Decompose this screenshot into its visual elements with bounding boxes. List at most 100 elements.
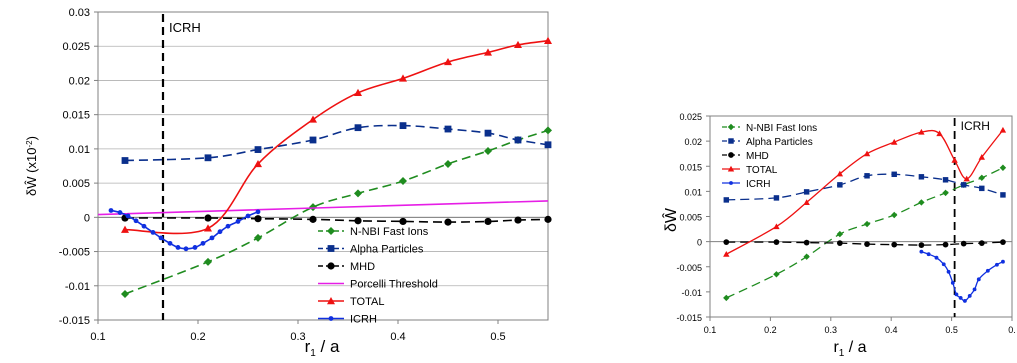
left-legend: N-NBI Fast Ions Alpha Particles MHD Porcell… [318, 226, 438, 326]
data-point-n-nbi-fast-ions [723, 294, 730, 302]
data-point-n-nbi-fast-ions [978, 174, 985, 182]
data-point-n-nbi-fast-ions [773, 271, 780, 278]
legend-marker-n-nbi-fast-ions [727, 123, 735, 131]
data-point-icrh [217, 229, 223, 235]
data-point-icrh [985, 268, 990, 273]
y-tick-label: 0 [697, 238, 702, 248]
y-tick-label: 0.025 [679, 112, 702, 122]
y-tick-label: 0.005 [62, 178, 90, 190]
data-point-icrh [245, 213, 251, 219]
data-point-mhd [399, 217, 407, 226]
right-x-axis-label: r1 / a [833, 339, 866, 358]
data-point-mhd [918, 242, 925, 249]
data-point-icrh [972, 287, 977, 292]
data-point-alpha-particles [891, 171, 897, 178]
series-total [723, 126, 1007, 257]
series-icrh [108, 208, 261, 252]
legend-label-porcelli-threshold: Porcelli Threshold [350, 279, 438, 291]
data-point-mhd [254, 215, 262, 223]
data-point-mhd [354, 217, 362, 225]
data-point-total [951, 157, 958, 163]
data-point-total [723, 250, 730, 257]
data-point-icrh [235, 219, 241, 224]
data-point-total [999, 126, 1007, 133]
data-point-icrh [158, 235, 164, 241]
data-point-alpha-particles [979, 185, 985, 192]
data-point-icrh [994, 262, 999, 267]
series-line-porcelli-threshold [97, 200, 549, 216]
data-point-n-nbi-fast-ions [484, 146, 492, 155]
series-line-n-nbi-fast-ions [124, 129, 549, 295]
y-tick-label: -0.01 [681, 288, 702, 298]
data-point-n-nbi-fast-ions [836, 230, 844, 238]
data-point-total [773, 223, 780, 230]
legend-label-total: TOTAL [350, 296, 384, 308]
y-tick-label: -0.015 [676, 313, 702, 323]
legend-label-icrh: ICRH [746, 179, 770, 190]
data-point-alpha-particles [942, 177, 949, 183]
series-icrh [919, 249, 1005, 303]
series-line-alpha-particles [124, 124, 549, 162]
data-point-mhd [891, 241, 898, 248]
data-point-mhd [484, 217, 492, 226]
y-tick-label: 0.02 [69, 75, 90, 87]
data-point-icrh [108, 208, 114, 213]
data-point-total [121, 225, 129, 233]
data-point-alpha-particles [960, 182, 967, 188]
data-point-icrh [941, 262, 946, 267]
right-chart: ICRH -0.015-0.01-0.00500.0050.010.0150.0… [661, 112, 1016, 359]
data-point-icrh [167, 240, 173, 246]
y-tick-label: 0 [84, 212, 90, 224]
data-point-total [963, 175, 970, 182]
data-point-n-nbi-fast-ions [918, 199, 925, 206]
data-point-icrh [934, 255, 939, 260]
data-point-n-nbi-fast-ions [254, 233, 262, 242]
data-point-alpha-particles [803, 189, 810, 195]
series-mhd [121, 214, 552, 226]
x-tick-label: 0.3 [825, 325, 838, 335]
data-point-mhd [942, 241, 949, 248]
y-tick-label: 0.015 [679, 162, 702, 172]
data-point-mhd [204, 214, 212, 222]
data-point-alpha-particles [204, 154, 212, 162]
data-point-mhd [836, 240, 843, 247]
y-tick-label: -0.01 [65, 281, 90, 293]
y-tick-label: 0.01 [69, 144, 90, 156]
series-n-nbi-fast-ions [723, 164, 1007, 302]
data-point-total [936, 130, 943, 137]
left-plot-area [97, 11, 549, 321]
data-point-mhd [773, 239, 780, 246]
series-line-total [124, 39, 549, 235]
legend-label-mhd: MHD [350, 261, 375, 273]
data-point-icrh [926, 252, 931, 257]
data-point-icrh [954, 292, 959, 297]
data-point-alpha-particles [1000, 192, 1006, 198]
y-tick-label: 0.02 [684, 137, 702, 147]
data-point-alpha-particles [399, 122, 407, 130]
x-tick-label: 0.1 [90, 331, 105, 343]
data-point-n-nbi-fast-ions [354, 189, 362, 198]
data-point-alpha-particles [837, 182, 843, 188]
data-point-mhd [960, 240, 967, 247]
data-point-mhd [544, 215, 552, 223]
legend-marker-icrh [729, 181, 733, 185]
data-point-total [354, 88, 362, 96]
data-point-n-nbi-fast-ions [863, 220, 871, 228]
icrh-line-label: ICRH [169, 20, 201, 35]
y-tick-label: -0.005 [59, 247, 90, 259]
data-point-alpha-particles [514, 136, 522, 144]
legend-label-mhd: MHD [746, 151, 769, 162]
data-point-icrh [150, 229, 156, 235]
y-tick-label: 0.005 [679, 213, 702, 223]
data-point-total [484, 48, 492, 56]
series-porcelli-threshold [97, 200, 549, 216]
y-tick-label: 0.015 [62, 110, 90, 122]
data-point-mhd [723, 239, 730, 246]
data-point-icrh [200, 240, 206, 246]
data-point-icrh [1001, 259, 1005, 264]
legend-label-total: TOTAL [746, 165, 778, 176]
right-legend: N-NBI Fast Ions Alpha Particles MHD TOTAL IC… [722, 123, 817, 190]
y-tick-label: -0.005 [676, 263, 702, 273]
x-tick-label: 0.2 [764, 325, 777, 335]
